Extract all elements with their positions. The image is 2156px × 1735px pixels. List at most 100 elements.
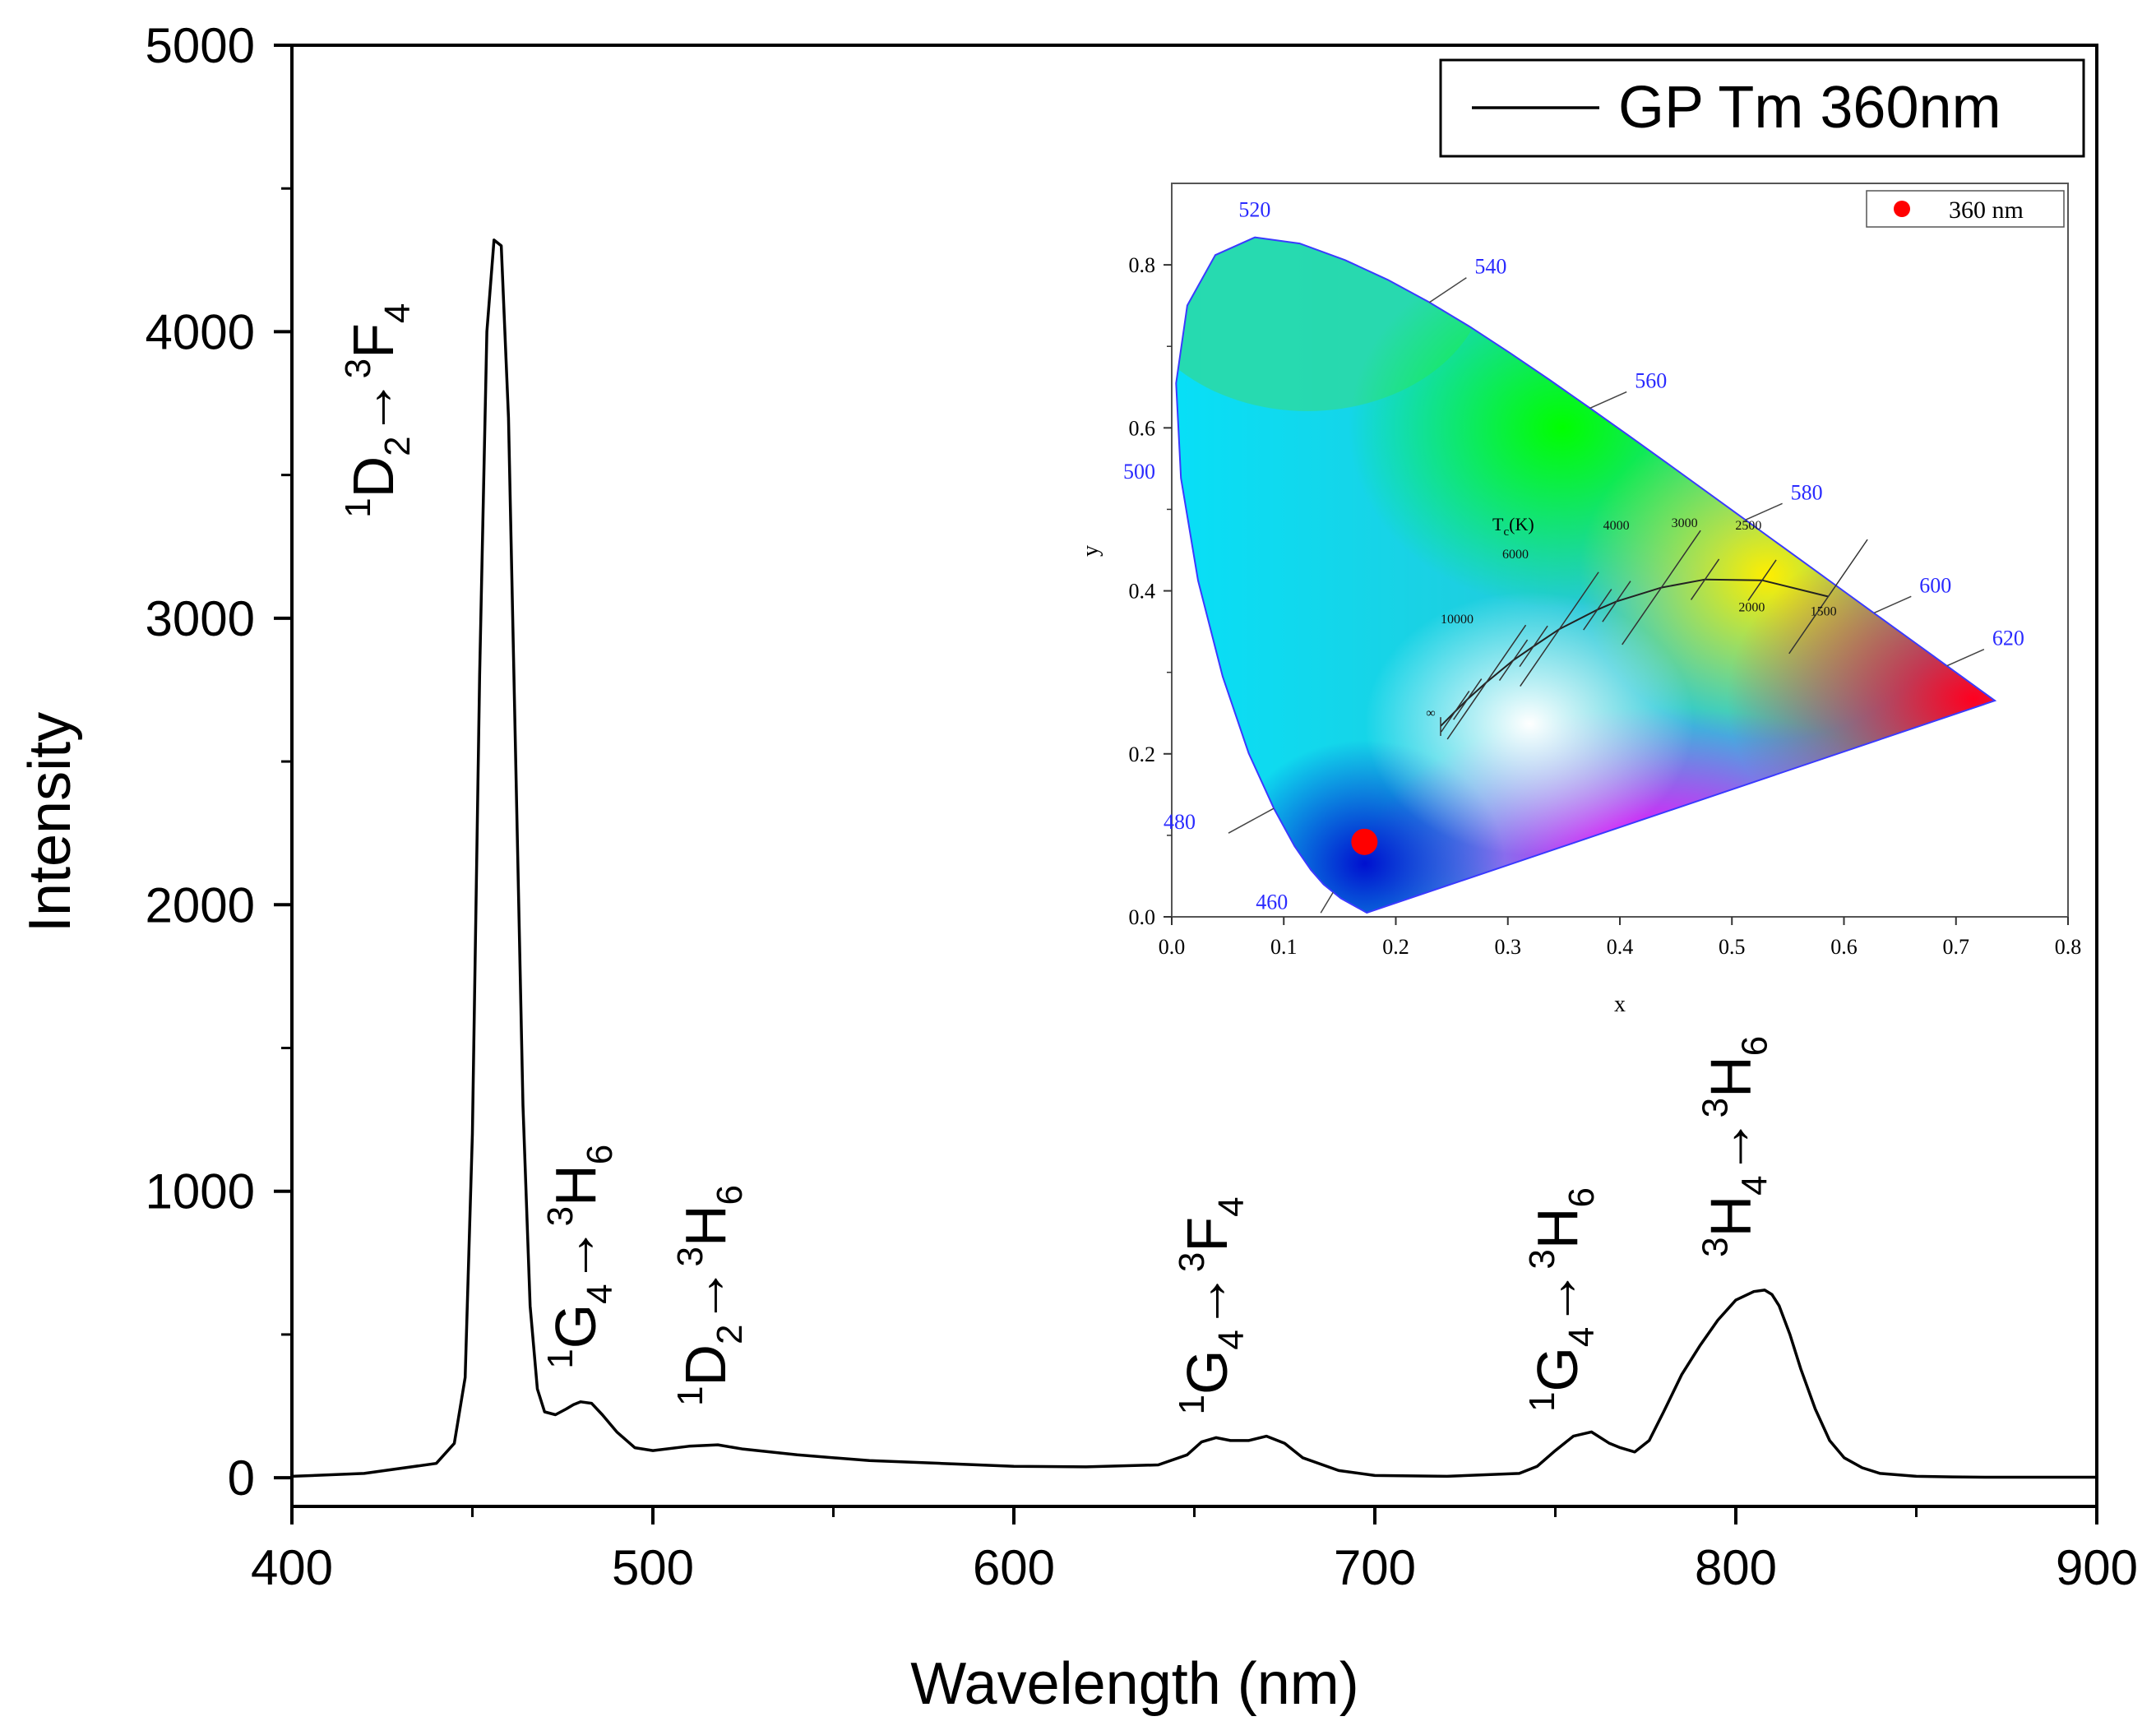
transition-label-part: H bbox=[673, 1205, 738, 1247]
inset-y-tick-label: 0.4 bbox=[1129, 580, 1156, 604]
transition-label-part: 4 bbox=[377, 303, 418, 323]
transition-label-part: 6 bbox=[710, 1185, 750, 1205]
transition-label: 1D2→3F4 bbox=[338, 303, 418, 518]
inset-y-tick-label: 0.0 bbox=[1129, 905, 1156, 929]
planckian-title-sub: c bbox=[1503, 525, 1509, 539]
y-tick-label: 5000 bbox=[146, 18, 255, 73]
inset-x-tick-label: 0.1 bbox=[1270, 935, 1298, 959]
inset-legend: 360 nm bbox=[1866, 190, 2065, 228]
inset-x-tick-label: 0.4 bbox=[1607, 935, 1634, 959]
inset-x-tick-label: 0.6 bbox=[1830, 935, 1858, 959]
legend-entry-label: GP Tm 360nm bbox=[1618, 75, 2001, 141]
wavelength-label: 520 bbox=[1238, 197, 1270, 221]
planckian-title-unit: (K) bbox=[1509, 514, 1534, 534]
planckian-isotherm bbox=[1453, 678, 1483, 720]
transition-label-part: H bbox=[1525, 1208, 1589, 1250]
main-chart: 400 500 600 700 800 900010002000300040005000 … bbox=[17, 18, 2138, 1717]
wavelength-leader-line bbox=[1320, 891, 1334, 914]
y-axis-label: Intensity bbox=[17, 712, 83, 932]
transition-label-part: 2 bbox=[710, 1325, 750, 1344]
wavelength-leader-line bbox=[1228, 807, 1275, 834]
transition-label-part: H bbox=[1699, 1196, 1763, 1238]
transition-label-part: 3 bbox=[1696, 1098, 1736, 1117]
planckian-isotherm bbox=[1788, 539, 1868, 655]
transition-label-part: F bbox=[341, 323, 405, 359]
planckian-isotherms bbox=[1440, 530, 1868, 740]
inset-x-label: x bbox=[1614, 992, 1626, 1017]
transition-label-part: 2 bbox=[377, 436, 418, 456]
inset-x-tick-label: 0.5 bbox=[1719, 935, 1746, 959]
transition-label-part: → bbox=[341, 378, 405, 436]
inset-legend-label: 360 nm bbox=[1949, 197, 2024, 224]
planckian-isotherm bbox=[1583, 589, 1612, 631]
transition-label-part: 3 bbox=[1696, 1237, 1736, 1256]
transition-label-part: 3 bbox=[1522, 1249, 1562, 1269]
x-axis-label: Wavelength (nm) bbox=[910, 1651, 1359, 1717]
planckian-temp-label: 1500 bbox=[1811, 604, 1837, 618]
inset-y-tick-label: 0.6 bbox=[1129, 416, 1156, 440]
x-tick-label: 600 bbox=[973, 1540, 1055, 1595]
wavelength-labels: 460 480 500 520 540 560 580 600 620 bbox=[1123, 197, 2024, 914]
planckian-isotherm bbox=[1747, 559, 1777, 601]
inset-y-label: y bbox=[1078, 545, 1103, 557]
wavelength-label: 460 bbox=[1256, 890, 1288, 914]
cie-inset-chart: 0.0 0.1 0.2 0.3 0.4 0.5 0.6 0.7 0.8 0.0 0.2 0.4 0.6 0… bbox=[1078, 183, 2082, 1017]
y-tick-label: 3000 bbox=[146, 591, 255, 646]
cie-point-360nm bbox=[1351, 828, 1378, 855]
transition-label-part: 4 bbox=[1735, 1175, 1775, 1195]
transition-label-part: 6 bbox=[1561, 1187, 1602, 1207]
planckian-labels: 10000 6000 4000 3000 2500 2000 1500 ∞ bbox=[1426, 516, 1836, 720]
wavelength-leader-line bbox=[1589, 391, 1627, 409]
transition-label-part: 1 bbox=[540, 1349, 581, 1368]
x-tick-label: 800 bbox=[1695, 1540, 1777, 1595]
inset-x-tick-label: 0.3 bbox=[1495, 935, 1522, 959]
transition-label-part: 1 bbox=[338, 497, 378, 517]
transition-label-part: H bbox=[1699, 1056, 1763, 1098]
wavelength-label: 620 bbox=[1992, 627, 2024, 650]
transition-label-part: → bbox=[1699, 1117, 1763, 1175]
transition-label-part: 1 bbox=[1172, 1395, 1212, 1414]
transition-label: 1G4→3H6 bbox=[1522, 1187, 1602, 1412]
planckian-isotherm bbox=[1602, 581, 1631, 622]
transition-label-part: 4 bbox=[1211, 1196, 1251, 1216]
wavelength-label: 600 bbox=[1919, 573, 1951, 597]
spectrum-series-line bbox=[291, 238, 2097, 1479]
transition-label-part: 6 bbox=[580, 1145, 620, 1164]
planckian-temp-label: 10000 bbox=[1441, 613, 1474, 627]
inset-tick-labels: 0.0 0.1 0.2 0.3 0.4 0.5 0.6 0.7 0.8 0.0 0.2 0.4 0.6 0… bbox=[1129, 253, 2082, 959]
transition-label: 3H4→3H6 bbox=[1696, 1036, 1775, 1257]
planckian-isotherm bbox=[1498, 639, 1529, 682]
inset-x-tick-label: 0.8 bbox=[2055, 935, 2082, 959]
transition-label-part: 3 bbox=[670, 1247, 710, 1266]
y-tick-label: 0 bbox=[228, 1450, 255, 1506]
wavelength-label: 560 bbox=[1635, 369, 1667, 393]
transition-label-part: 1 bbox=[670, 1386, 710, 1406]
transition-label-part: H bbox=[544, 1164, 608, 1206]
planckian-temp-label: 2000 bbox=[1738, 600, 1765, 614]
main-axis-ticks bbox=[274, 44, 2098, 1524]
main-legend: GP Tm 360nm bbox=[1439, 58, 2085, 158]
transition-label-part: 6 bbox=[1735, 1036, 1775, 1056]
inset-x-tick-label: 0.2 bbox=[1382, 935, 1409, 959]
y-tick-label: 1000 bbox=[146, 1164, 255, 1219]
inset-axis-ticks bbox=[1164, 264, 2069, 925]
transition-label-part: 4 bbox=[1211, 1330, 1251, 1349]
transition-label: 1G4→3F4 bbox=[1172, 1196, 1251, 1414]
transition-label: 1D2→3H6 bbox=[670, 1185, 750, 1406]
transition-label-part: 3 bbox=[540, 1206, 581, 1226]
x-tick-label: 500 bbox=[612, 1540, 694, 1595]
inset-x-tick-label: 0.0 bbox=[1159, 935, 1186, 959]
planckian-title: Tc(K) bbox=[1492, 514, 1534, 539]
transition-label-part: 4 bbox=[1561, 1327, 1602, 1347]
wavelength-label: 480 bbox=[1164, 810, 1196, 834]
transition-label-part: G bbox=[1175, 1350, 1239, 1395]
spectral-locus-outline bbox=[1175, 236, 1997, 914]
planckian-title-t: T bbox=[1492, 514, 1504, 534]
transition-annotations: 1D2→3F41G4→3H61D2→3H61G4→3F41G4→3H63H4→3… bbox=[338, 303, 1775, 1415]
planckian-isotherm bbox=[1622, 530, 1701, 645]
transition-label-part: → bbox=[544, 1226, 608, 1284]
transition-label-part: 4 bbox=[580, 1284, 620, 1303]
transition-label-part: F bbox=[1175, 1217, 1239, 1252]
planckian-isotherm bbox=[1441, 691, 1470, 733]
transition-label-part: G bbox=[1525, 1347, 1589, 1391]
